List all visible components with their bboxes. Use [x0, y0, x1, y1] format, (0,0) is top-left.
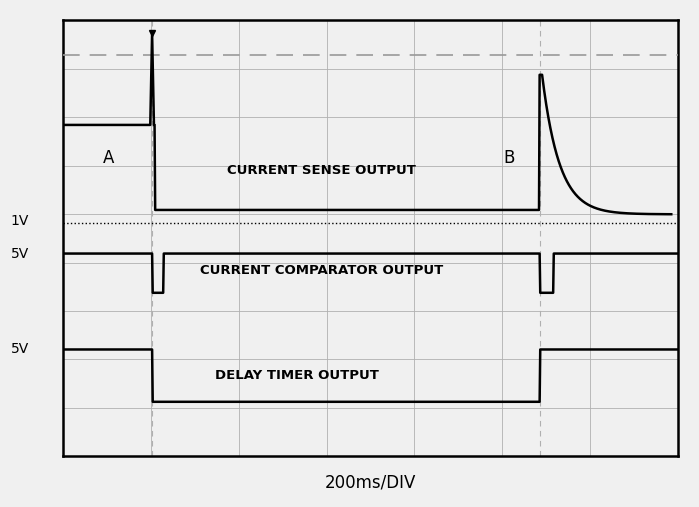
Text: 200ms/DIV: 200ms/DIV	[325, 474, 416, 491]
Text: CURRENT COMPARATOR OUTPUT: CURRENT COMPARATOR OUTPUT	[200, 265, 443, 277]
Text: 5V: 5V	[10, 342, 29, 356]
Text: DELAY TIMER OUTPUT: DELAY TIMER OUTPUT	[215, 369, 379, 382]
Text: 1V: 1V	[10, 214, 29, 228]
Text: B: B	[503, 149, 514, 167]
Text: CURRENT SENSE OUTPUT: CURRENT SENSE OUTPUT	[226, 164, 416, 177]
Text: 5V: 5V	[10, 246, 29, 261]
Text: A: A	[103, 149, 115, 167]
